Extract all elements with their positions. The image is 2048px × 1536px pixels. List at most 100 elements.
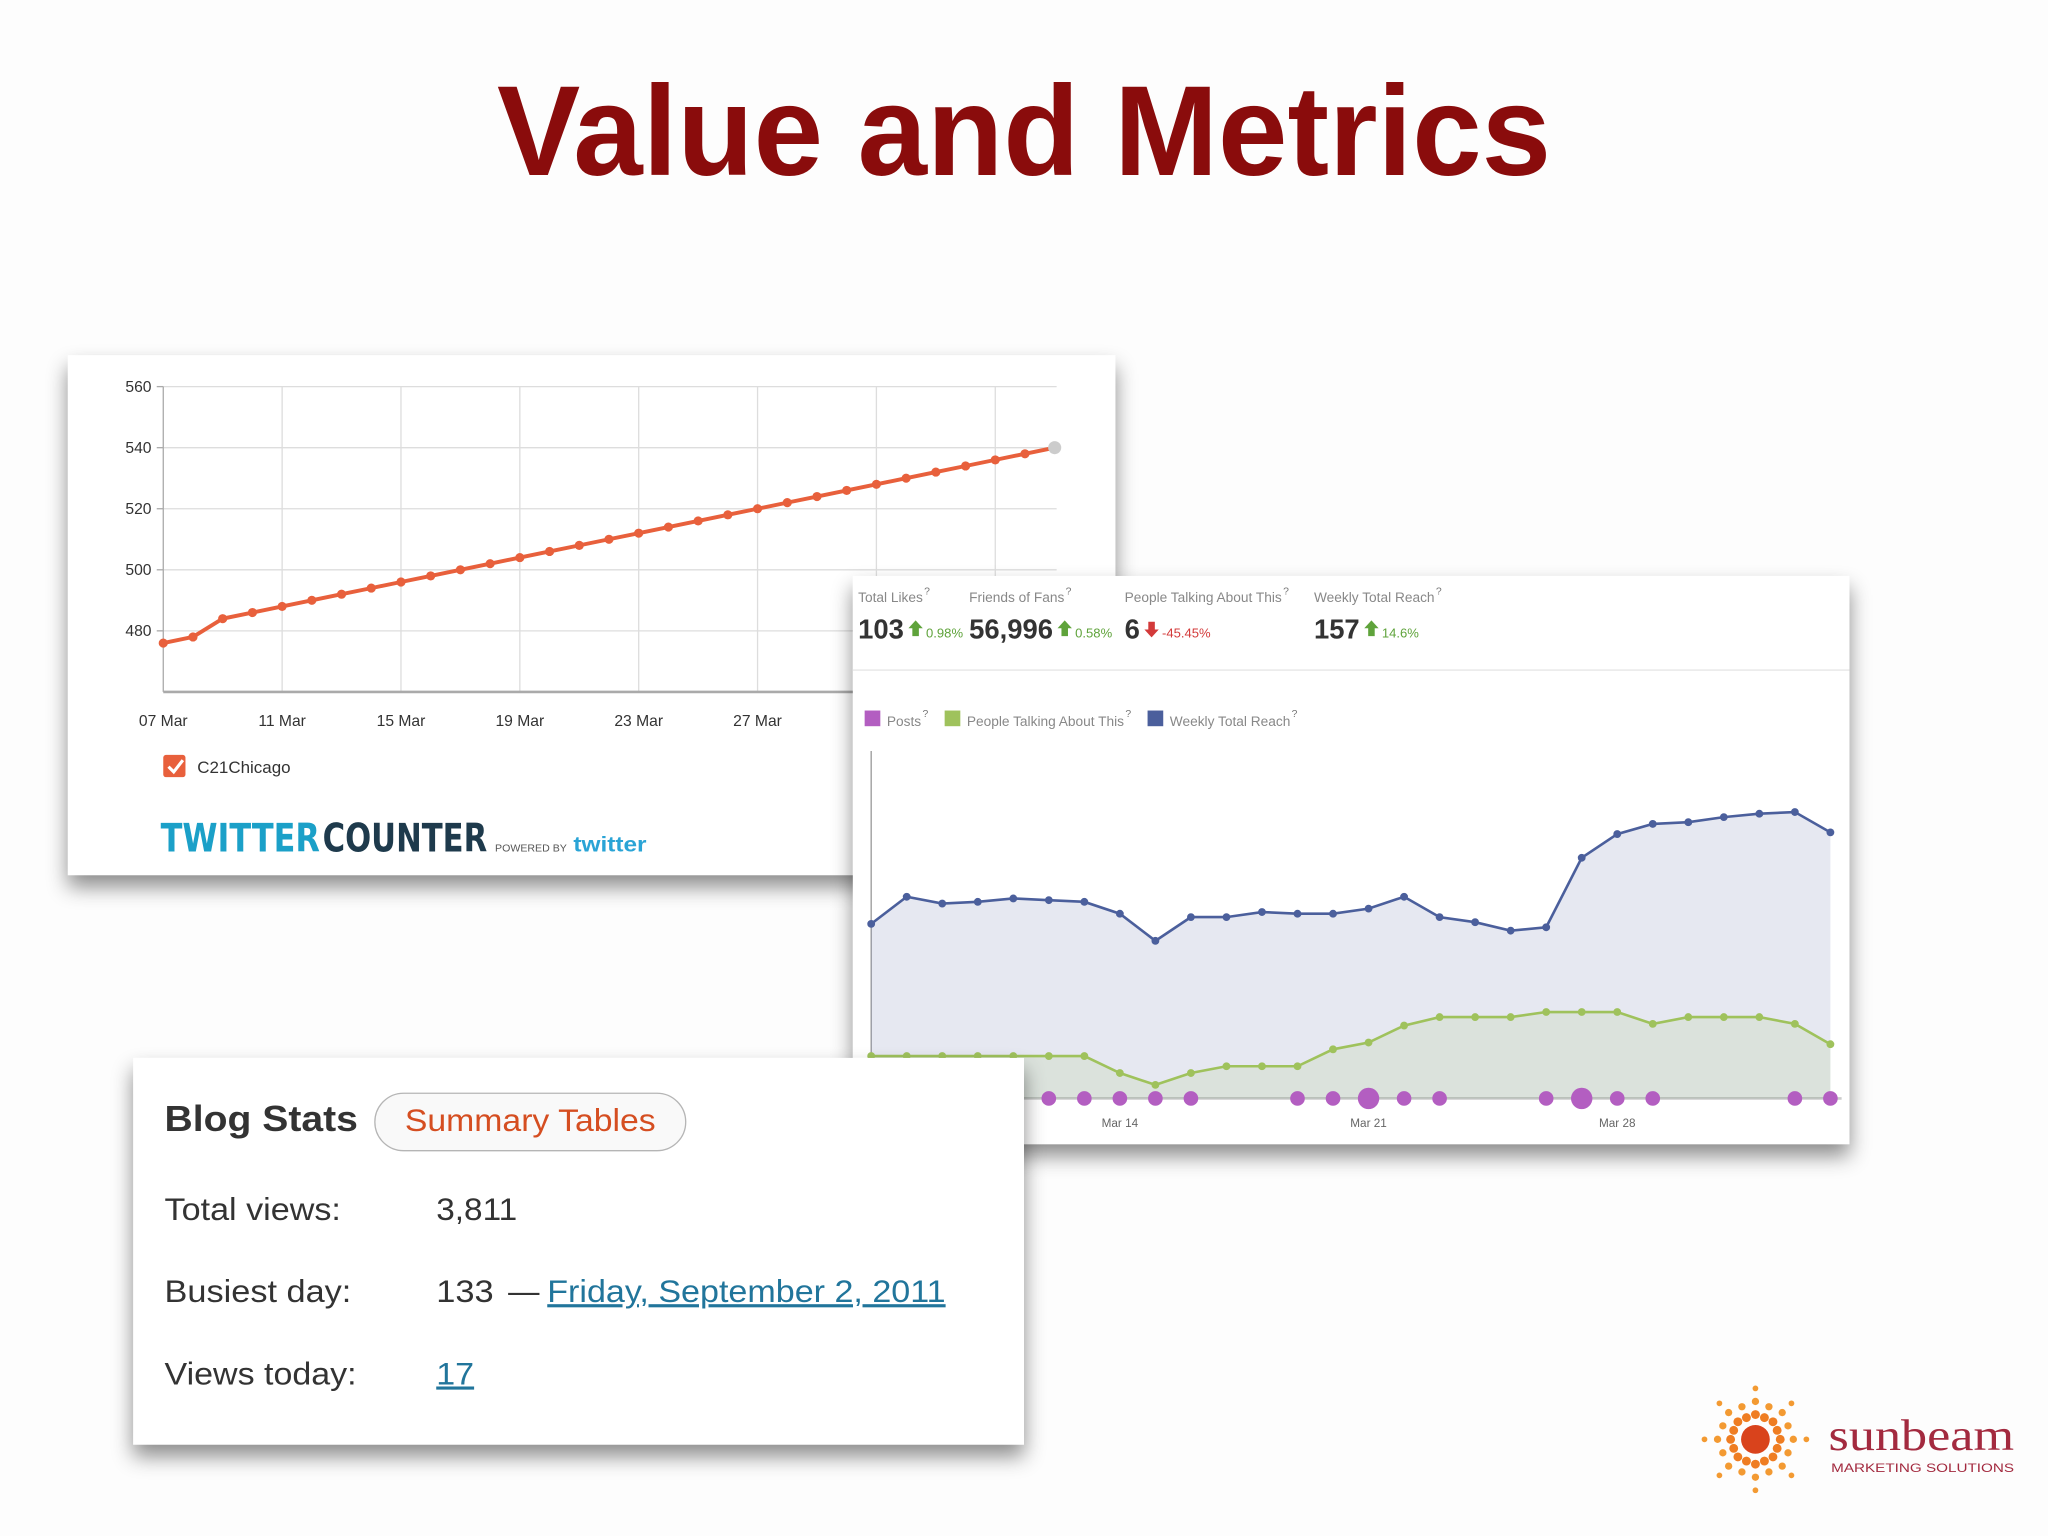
data-point <box>1684 1013 1693 1022</box>
sun-icon <box>1701 1385 1810 1494</box>
data-point <box>1577 1008 1586 1016</box>
data-point <box>1115 909 1124 918</box>
data-point <box>1115 1069 1124 1077</box>
legend-checkbox <box>163 754 186 778</box>
help-mark: ? <box>1292 709 1298 720</box>
data-point <box>1080 897 1089 906</box>
sun-dot <box>1752 1487 1759 1494</box>
plot: Mar 14 Mar 21 Mar 28 <box>863 751 1842 1130</box>
data-point <box>1613 1008 1622 1016</box>
sun-dot <box>1759 1413 1769 1423</box>
sun-dot <box>1751 1473 1760 1481</box>
legend-label: C21Chicago <box>197 758 290 777</box>
data-point <box>1506 1013 1515 1022</box>
arrow-up <box>1364 620 1379 637</box>
data-point <box>1435 1013 1444 1022</box>
x-tick-label: 11 Mar <box>258 713 306 730</box>
help-mark: ? <box>924 586 930 597</box>
help-mark: ? <box>1436 586 1442 597</box>
sun-dot <box>1759 1456 1769 1466</box>
data-point <box>1044 896 1053 905</box>
sun-dot <box>1750 1459 1760 1469</box>
stat-change: -45.45% <box>1162 625 1211 640</box>
data-point <box>1258 908 1266 916</box>
help-mark: ? <box>1066 586 1072 597</box>
plot: 480 500 520 540 560 07 Mar 11 Mar 15 Mar 19 Mar 2… <box>125 379 1062 730</box>
stat-value: 133 <box>436 1274 493 1309</box>
x-tick-label: Mar 28 <box>1599 1117 1636 1130</box>
stat-label: Views today: <box>165 1356 357 1391</box>
data-point <box>960 461 971 471</box>
link[interactable]: Friday, September 2, 2011 <box>547 1274 945 1309</box>
data-point <box>1183 1091 1199 1106</box>
sun-dot <box>1751 1397 1760 1406</box>
logo-text: COUNTER <box>323 817 488 862</box>
data-point <box>218 614 228 624</box>
sun-dot <box>1741 1456 1751 1466</box>
logo-name: sunbeam <box>1829 1410 2014 1460</box>
data-point <box>277 601 287 612</box>
data-point <box>574 540 584 550</box>
company-logo: sunbeam MARKETING SOLUTIONS <box>1701 1385 2014 1494</box>
check-icon <box>167 759 185 775</box>
x-tick-label: Mar 21 <box>1350 1117 1387 1130</box>
help-mark: ? <box>922 709 928 720</box>
data-point <box>188 632 198 642</box>
data-point <box>1542 923 1551 932</box>
sun-dot <box>1778 1462 1786 1470</box>
data-point <box>901 473 911 483</box>
stat-change: 0.98% <box>926 625 963 640</box>
sun-core <box>1741 1424 1770 1454</box>
sun-dot <box>1729 1443 1739 1453</box>
data-point <box>1577 853 1586 862</box>
sun-dot <box>1765 1468 1773 1476</box>
data-point <box>1044 1052 1053 1060</box>
sun-dot <box>1713 1435 1722 1444</box>
legend-swatch <box>864 710 881 727</box>
facebook-insights-panel: Total Likes ? 103 0.98% Friends of Fans ? 56,9… <box>852 575 1850 1145</box>
data-point <box>604 534 614 544</box>
y-tick-label: 540 <box>125 440 151 457</box>
data-point <box>1613 830 1622 838</box>
button[interactable] <box>374 1092 687 1152</box>
blog-title: Blog Stats <box>165 1098 358 1139</box>
area <box>871 1012 1831 1099</box>
data-point <box>307 595 317 605</box>
stat-value: 103 <box>858 614 904 645</box>
data-point <box>366 583 376 593</box>
data-point <box>931 467 941 477</box>
sun-dot <box>1784 1422 1792 1430</box>
sun-dot <box>1772 1443 1782 1453</box>
series-line <box>870 810 1832 943</box>
data-point <box>485 559 495 569</box>
data-point <box>1538 1091 1554 1106</box>
data-point <box>158 638 168 648</box>
y-tick-label: 480 <box>125 623 151 640</box>
stat-label: Weekly Total Reach <box>1314 590 1435 605</box>
series-line <box>871 1010 1832 1087</box>
sun-dot <box>1741 1413 1751 1423</box>
help-mark: ? <box>1283 586 1289 597</box>
sun-dot <box>1719 1449 1727 1457</box>
data-point <box>1222 1062 1231 1071</box>
data-point <box>1755 1013 1764 1022</box>
data-point <box>1357 1087 1380 1110</box>
data-point <box>938 899 947 908</box>
logo-tagline: MARKETING SOLUTIONS <box>1831 1461 2014 1475</box>
sun-dot <box>1772 1425 1782 1435</box>
stat-change: 0.58% <box>1075 625 1112 640</box>
stat-label: People Talking About This <box>1125 590 1282 605</box>
logo-powered: POWERED BY <box>495 844 567 855</box>
stat-value: 6 <box>1125 614 1140 645</box>
data-point <box>1396 1091 1412 1106</box>
button-label[interactable]: Summary Tables <box>405 1103 656 1138</box>
data-point <box>1364 904 1373 913</box>
sun-dot <box>1768 1452 1778 1462</box>
link[interactable]: 17 <box>436 1356 474 1391</box>
sun-dot <box>1778 1408 1786 1417</box>
data-point <box>1648 819 1657 828</box>
legend-label: Posts <box>887 714 921 729</box>
sun-dot <box>1724 1462 1733 1470</box>
data-point <box>1684 818 1693 827</box>
